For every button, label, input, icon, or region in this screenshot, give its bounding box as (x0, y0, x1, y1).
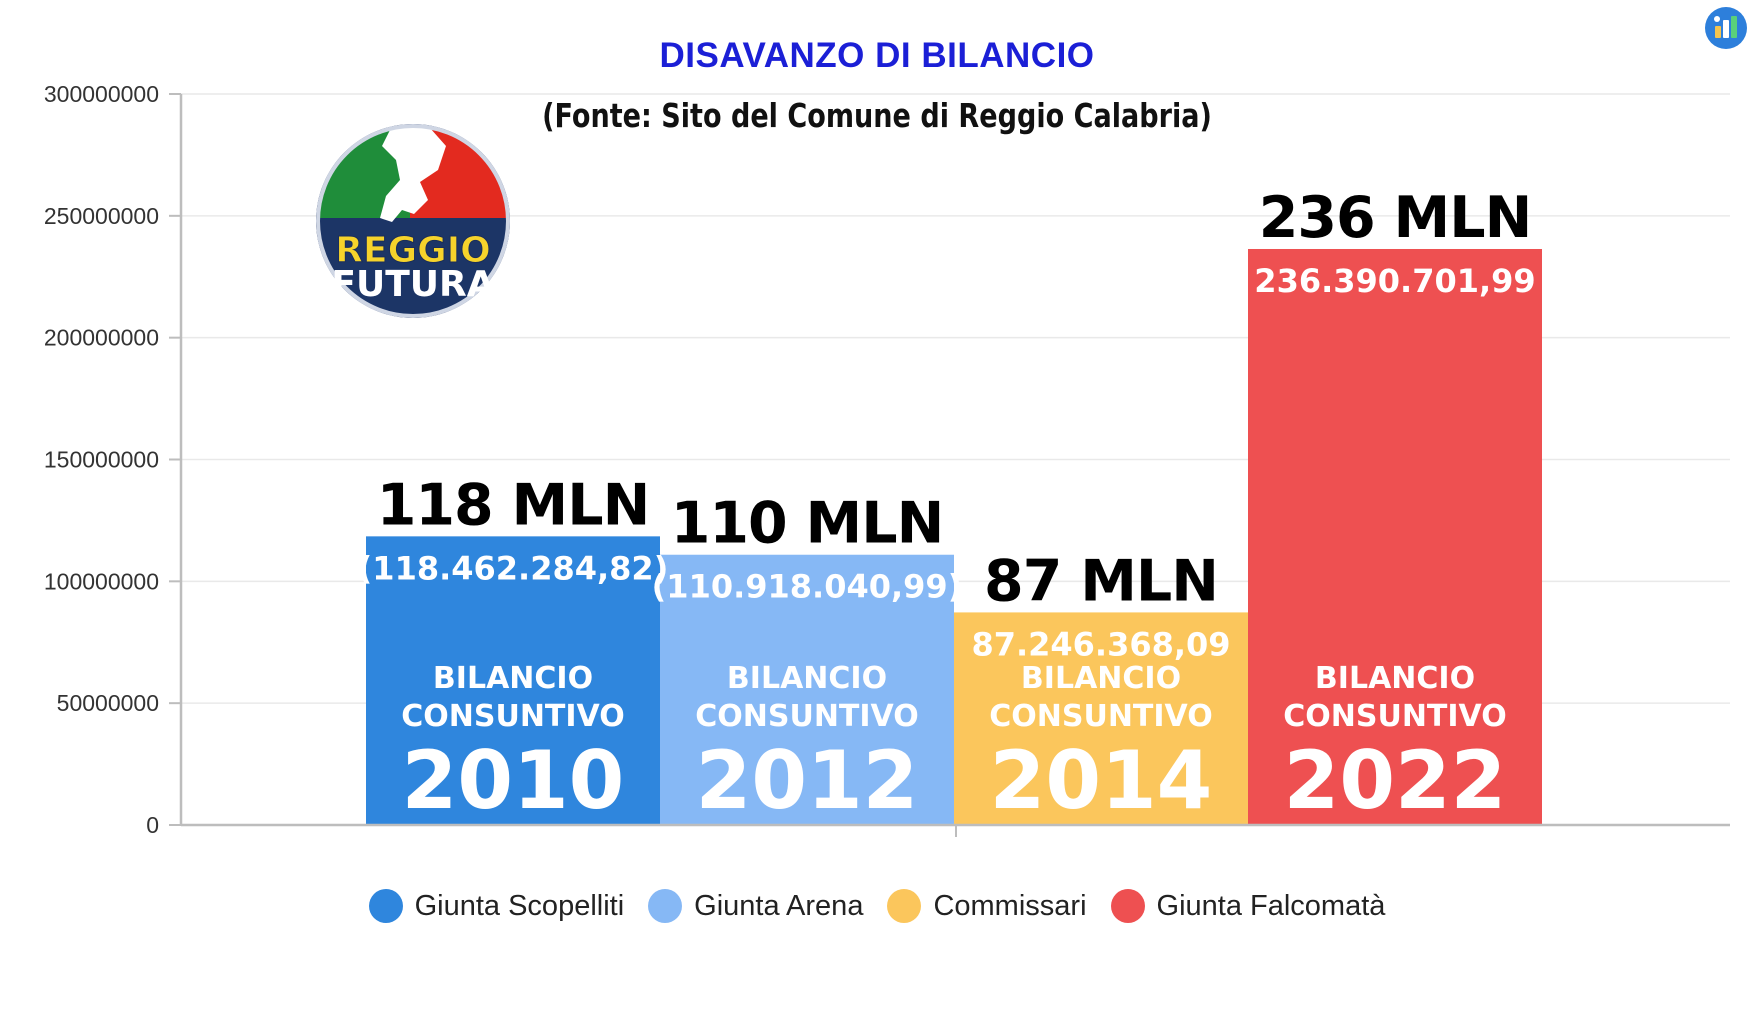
y-tick-label: 50000000 (57, 690, 159, 716)
chart-subtitle: (Fonte: Sito del Comune di Reggio Calabr… (542, 96, 1212, 135)
legend-label: Giunta Falcomatà (1156, 889, 1386, 922)
bar-layer (366, 248, 1542, 826)
legend-label: Commissari (933, 889, 1087, 922)
y-tick-label: 100000000 (44, 568, 159, 594)
legend-item[interactable]: Giunta Arena (648, 889, 863, 923)
y-tick-label: 200000000 (44, 325, 159, 351)
axis-layer: 0 50000000 100000000 150000000 200000000 2500… (44, 81, 1730, 838)
bar-year-label: 2022 (1284, 734, 1507, 827)
chart-title: DISAVANZO DI BILANCIO (659, 36, 1095, 75)
y-tick-label: 250000000 (44, 203, 159, 229)
chart-legend: Giunta Scopelliti Giunta Arena Commissari G… (0, 889, 1754, 923)
bar-caption-line1: BILANCIO (1021, 661, 1181, 696)
bar-value-label: 110 MLN (671, 491, 944, 557)
bar-caption-line2: CONSUNTIVO (1283, 699, 1507, 734)
y-tick-label: 300000000 (44, 81, 159, 107)
legend-swatch (368, 889, 403, 923)
legend-item[interactable]: Commissari (887, 889, 1087, 923)
bar-amount-label: 236.390.701,99 (1254, 262, 1535, 300)
legend-item[interactable]: Giunta Scopelliti (368, 889, 625, 923)
logo-text-futura: FUTURA (331, 264, 494, 305)
bar-value-label: 236 MLN (1259, 185, 1532, 251)
bar-caption-line1: BILANCIO (433, 661, 593, 696)
bar (954, 612, 1248, 825)
legend-label: Giunta Arena (694, 889, 864, 922)
bar-value-label: 87 MLN (984, 548, 1218, 614)
logo-text-reggio: REGGIO (335, 230, 490, 271)
legend-swatch (1110, 889, 1145, 923)
bar-caption-line1: BILANCIO (1315, 661, 1475, 696)
bar-amount-label: (118.462.284,82) (358, 549, 669, 587)
bar-year-label: 2014 (990, 734, 1213, 827)
bar-year-label: 2012 (696, 734, 919, 827)
bar-value-label: 118 MLN (377, 472, 650, 538)
legend-swatch (887, 889, 922, 923)
bar-caption-line2: CONSUNTIVO (695, 699, 919, 734)
bar-caption-line2: CONSUNTIVO (401, 699, 625, 734)
label-layer: 118 MLN(118.462.284,82)BILANCIOCONSUNTIV… (358, 185, 1536, 827)
y-tick-label: 150000000 (44, 447, 159, 473)
bar (1248, 248, 1542, 826)
legend-label: Giunta Scopelliti (414, 889, 625, 922)
reggio-futura-logo: REGGIO FUTURA (316, 124, 510, 318)
bar (366, 536, 660, 825)
bar-chart-app-icon[interactable] (1704, 6, 1748, 50)
bar-caption-line1: BILANCIO (727, 661, 887, 696)
legend-swatch (648, 889, 683, 923)
bar-amount-label: (110.918.040,99) (652, 568, 963, 606)
bar-year-label: 2010 (402, 734, 625, 827)
bar-amount-label: 87.246.368,09 (971, 625, 1230, 663)
legend-item[interactable]: Giunta Falcomatà (1110, 889, 1386, 923)
y-tick-label: 0 (146, 812, 159, 838)
bar (660, 554, 954, 825)
bar-caption-line2: CONSUNTIVO (989, 699, 1213, 734)
